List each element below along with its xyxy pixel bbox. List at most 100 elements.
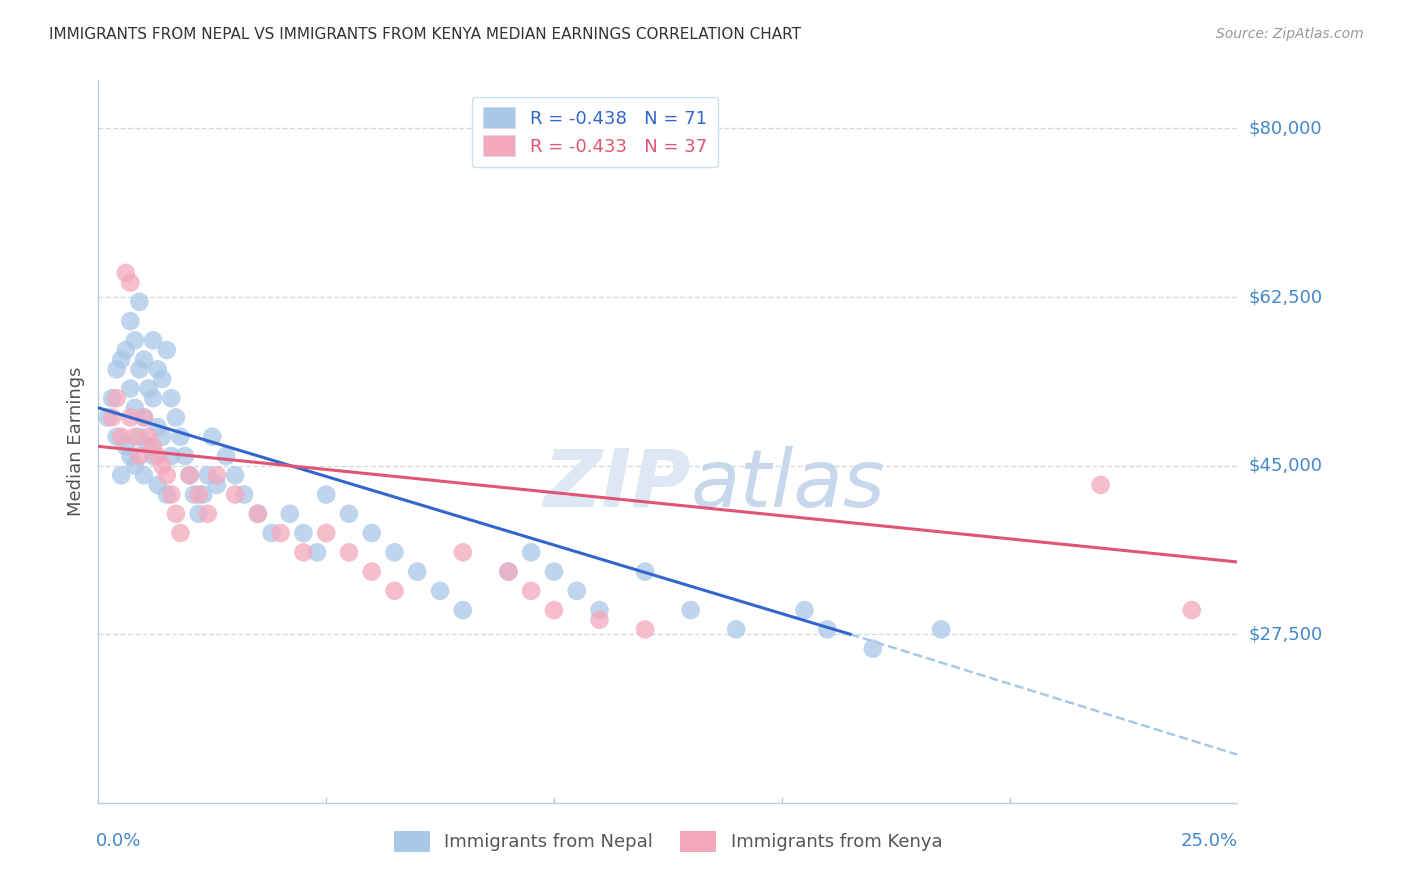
Point	[128, 430, 150, 444]
Text: ZIP: ZIP	[543, 446, 690, 524]
Point	[384, 583, 406, 598]
Point	[146, 420, 169, 434]
Point	[337, 507, 360, 521]
Point	[270, 526, 292, 541]
Point	[679, 603, 702, 617]
Point	[543, 565, 565, 579]
Point	[197, 468, 219, 483]
Point	[520, 583, 543, 598]
Point	[197, 507, 219, 521]
Point	[1181, 603, 1204, 617]
Point	[498, 565, 520, 579]
Point	[146, 362, 169, 376]
Point	[451, 545, 474, 559]
Point	[520, 545, 543, 559]
Point	[165, 410, 187, 425]
Point	[588, 603, 610, 617]
Point	[337, 545, 360, 559]
Point	[120, 314, 142, 328]
Point	[1090, 478, 1112, 492]
Point	[224, 487, 246, 501]
Point	[156, 468, 179, 483]
Point	[315, 487, 337, 501]
Text: $27,500: $27,500	[1249, 625, 1323, 643]
Text: IMMIGRANTS FROM NEPAL VS IMMIGRANTS FROM KENYA MEDIAN EARNINGS CORRELATION CHART: IMMIGRANTS FROM NEPAL VS IMMIGRANTS FROM…	[49, 27, 801, 42]
Y-axis label: Median Earnings: Median Earnings	[66, 367, 84, 516]
Point	[384, 545, 406, 559]
Point	[156, 343, 179, 357]
Point	[142, 439, 165, 453]
Text: $80,000: $80,000	[1249, 120, 1322, 137]
Point	[634, 565, 657, 579]
Point	[160, 391, 183, 405]
Point	[124, 458, 146, 473]
Point	[205, 468, 228, 483]
Point	[156, 487, 179, 501]
Point	[498, 565, 520, 579]
Point	[132, 352, 155, 367]
Point	[105, 362, 128, 376]
Point	[110, 430, 132, 444]
Text: $45,000: $45,000	[1249, 457, 1323, 475]
Point	[124, 430, 146, 444]
Point	[110, 352, 132, 367]
Point	[634, 623, 657, 637]
Point	[110, 468, 132, 483]
Point	[128, 294, 150, 309]
Point	[146, 449, 169, 463]
Point	[565, 583, 588, 598]
Point	[406, 565, 429, 579]
Point	[132, 410, 155, 425]
Point	[114, 266, 136, 280]
Point	[150, 372, 173, 386]
Point	[128, 449, 150, 463]
Point	[96, 410, 118, 425]
Point	[101, 410, 124, 425]
Point	[278, 507, 301, 521]
Point	[183, 487, 205, 501]
Point	[725, 623, 748, 637]
Point	[205, 478, 228, 492]
Point	[105, 430, 128, 444]
Point	[429, 583, 451, 598]
Text: $62,500: $62,500	[1249, 288, 1323, 306]
Point	[146, 478, 169, 492]
Point	[246, 507, 269, 521]
Point	[543, 603, 565, 617]
Point	[128, 362, 150, 376]
Point	[101, 391, 124, 405]
Point	[150, 458, 173, 473]
Point	[105, 391, 128, 405]
Point	[138, 382, 160, 396]
Text: Source: ZipAtlas.com: Source: ZipAtlas.com	[1216, 27, 1364, 41]
Point	[451, 603, 474, 617]
Text: 25.0%: 25.0%	[1180, 831, 1237, 850]
Point	[193, 487, 215, 501]
Point	[224, 468, 246, 483]
Point	[292, 545, 315, 559]
Point	[160, 449, 183, 463]
Point	[307, 545, 329, 559]
Point	[132, 468, 155, 483]
Point	[169, 430, 191, 444]
Point	[120, 276, 142, 290]
Point	[793, 603, 815, 617]
Point	[165, 507, 187, 521]
Point	[120, 410, 142, 425]
Legend: Immigrants from Nepal, Immigrants from Kenya: Immigrants from Nepal, Immigrants from K…	[387, 823, 949, 859]
Point	[124, 401, 146, 415]
Point	[132, 410, 155, 425]
Point	[179, 468, 201, 483]
Point	[315, 526, 337, 541]
Point	[233, 487, 256, 501]
Point	[260, 526, 283, 541]
Point	[142, 391, 165, 405]
Point	[187, 507, 209, 521]
Point	[124, 334, 146, 348]
Point	[862, 641, 884, 656]
Point	[292, 526, 315, 541]
Point	[588, 613, 610, 627]
Point	[142, 449, 165, 463]
Point	[187, 487, 209, 501]
Point	[169, 526, 191, 541]
